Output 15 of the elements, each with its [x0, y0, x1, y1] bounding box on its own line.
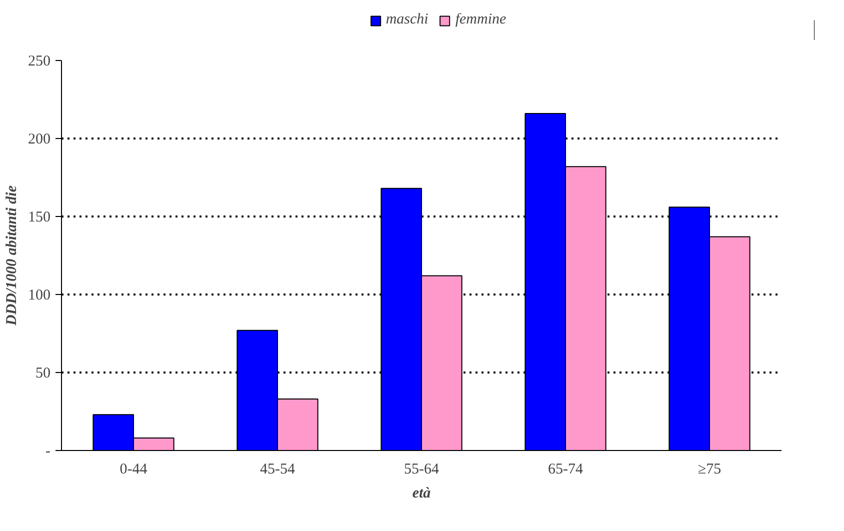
x-tick-label: 65-74: [548, 462, 584, 478]
y-tick-label: 200: [28, 132, 50, 148]
y-tick-label: -: [46, 444, 51, 460]
x-tick-label: ≥75: [698, 462, 722, 478]
y-tick-label: 50: [36, 366, 50, 382]
x-tick-label: 45-54: [260, 462, 296, 478]
y-tick-label: 150: [28, 210, 50, 226]
x-axis-title: età: [412, 486, 432, 502]
y-axis-title: DDD/1000 abitanti die: [4, 185, 20, 326]
legend-label: femmine: [455, 12, 506, 28]
x-tick-label: 0-44: [120, 462, 148, 478]
y-tick-label: 100: [28, 288, 50, 304]
legend-label: maschi: [386, 12, 428, 28]
x-tick-label: 55-64: [404, 462, 440, 478]
y-tick-label: 250: [28, 54, 50, 70]
